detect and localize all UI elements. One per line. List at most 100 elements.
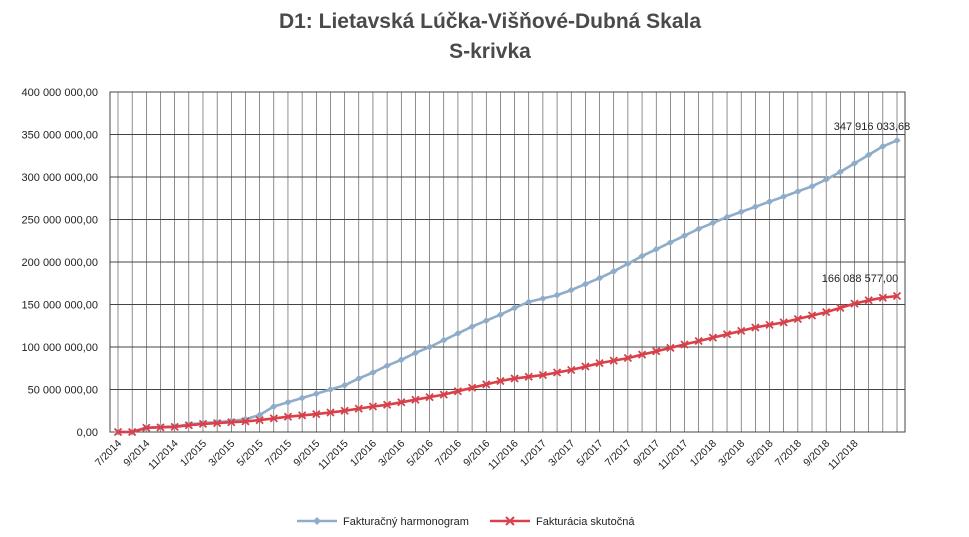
plot-frame (109, 91, 906, 433)
skutocna-point (255, 415, 264, 425)
x-tick-label: 7/2015 (263, 438, 294, 469)
harmonogram-point (865, 151, 873, 159)
skutocna-point (241, 417, 250, 426)
y-axis-ticks: 0,00 50 000 000,00 100 000 000,00 150 000 0… (22, 87, 98, 439)
chart-title: D1: Lietavská Lúčka-Višňové-Dubná Skala (279, 10, 701, 33)
x-tick-label: 5/2016 (405, 438, 436, 469)
harmonogram-point (850, 159, 859, 167)
skutocna-point (779, 318, 788, 327)
x-tick-label: 11/2017 (656, 438, 691, 473)
skutocna-point (552, 368, 562, 377)
series-layer (113, 136, 902, 437)
harmonogram-point (680, 232, 689, 240)
skutocna-point (581, 362, 590, 371)
x-tick-label: 3/2017 (546, 438, 577, 469)
x-tick-label: 1/2016 (348, 438, 379, 469)
legend-x-marker (505, 516, 515, 526)
skutocna-point (850, 299, 859, 308)
skutocna-point (170, 422, 179, 432)
harmonogram-point (454, 329, 462, 337)
y-tick-label: 100 000 000,00 (22, 342, 98, 354)
x-tick-label: 11/2016 (486, 438, 521, 473)
plot-grid (109, 91, 906, 433)
y-tick-label: 50 000 000,00 (28, 385, 98, 397)
y-tick-label: 250 000 000,00 (22, 215, 98, 227)
harmonogram-point (298, 394, 306, 402)
harmonogram-point (780, 192, 788, 201)
harmonogram-point (581, 280, 589, 288)
y-tick-label: 350 000 000,00 (22, 130, 98, 142)
skutocna-point (425, 393, 434, 402)
skutocna-point (864, 296, 873, 305)
skutocna-point (156, 423, 165, 432)
y-tick-label: 400 000 000,00 (22, 87, 98, 99)
harmonogram-point (751, 203, 759, 211)
harmonogram-point (836, 168, 844, 176)
skutocna-point (184, 421, 193, 430)
harmonogram-point (553, 291, 561, 299)
harmonogram-point (567, 286, 575, 294)
skutocna-point (751, 323, 760, 332)
x-tick-label: 3/2018 (716, 438, 747, 469)
harmonogram-point (355, 374, 363, 383)
y-tick-label: 150 000 000,00 (22, 300, 98, 312)
skutocna-point (878, 293, 887, 302)
x-axis-ticks: 7/20149/201411/20141/20153/20155/20157/2… (93, 438, 861, 473)
skutocna-point (397, 398, 406, 407)
harmonogram-point (709, 219, 717, 227)
skutocna-point (836, 303, 845, 313)
harmonogram-point (341, 381, 349, 389)
harmonogram-point (595, 274, 604, 282)
skutocna-point (198, 419, 208, 429)
x-tick-label: 1/2018 (688, 438, 719, 469)
skutocna-point (822, 308, 831, 317)
harmonogram-point (510, 304, 519, 312)
skutocna-point (297, 411, 307, 420)
skutocna-point (807, 311, 817, 320)
y-tick-label: 200 000 000,00 (22, 257, 98, 269)
legend-item-skutocna: Fakturácia skutočná (490, 516, 635, 528)
harmonogram-point (652, 245, 660, 253)
harmonogram-point (426, 343, 434, 351)
skutocna-point (128, 427, 137, 437)
harmonogram-point (794, 187, 802, 196)
skutocna-point (453, 387, 463, 396)
skutocna-point (326, 408, 335, 417)
harmonogram-point (822, 175, 830, 184)
harmonogram-point (326, 385, 335, 394)
skutocna-point (467, 383, 477, 392)
skutocna-point (283, 412, 293, 421)
series-line-0 (118, 139, 898, 434)
harmonogram-point (723, 213, 731, 221)
skutocna-point (595, 359, 604, 368)
harmonogram-point (765, 198, 774, 206)
skutocna-point (382, 400, 392, 409)
x-tick-label: 7/2016 (433, 438, 464, 469)
harmonogram-point (468, 323, 476, 331)
legend-diamond-marker (313, 517, 321, 525)
x-tick-label: 7/2014 (93, 438, 124, 469)
skutocna-point (496, 376, 505, 386)
skutocna-point (567, 365, 576, 375)
skutocna-point (637, 350, 647, 359)
skutocna-point (227, 418, 236, 427)
harmonogram-point (369, 368, 377, 377)
x-tick-label: 3/2015 (206, 438, 237, 469)
x-tick-label: 11/2015 (316, 438, 351, 473)
harmonogram-end-label: 347 916 033,68 (834, 121, 910, 133)
legend-label-skutocna: Fakturácia skutočná (536, 516, 635, 528)
harmonogram-point (737, 208, 745, 216)
skutocna-point (439, 390, 448, 399)
x-tick-label: 1/2015 (178, 438, 209, 469)
skutocna-point (510, 374, 519, 383)
legend: Fakturačný harmonogram Fakturácia skutoč… (297, 516, 635, 528)
skutocna-point (524, 372, 533, 381)
harmonogram-point (539, 294, 547, 303)
skutocna-point (312, 410, 321, 419)
harmonogram-point (411, 349, 420, 357)
x-tick-label: 5/2018 (744, 438, 775, 469)
skutocna-point (694, 336, 703, 346)
harmonogram-point (270, 402, 278, 411)
legend-label-harmonogram: Fakturačný harmonogram (343, 516, 469, 528)
